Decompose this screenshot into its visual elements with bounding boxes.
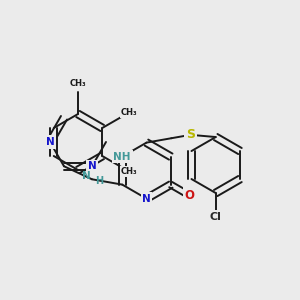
Text: N: N: [88, 161, 96, 171]
Text: CH₃: CH₃: [121, 108, 137, 117]
Text: N: N: [82, 171, 91, 181]
Text: S: S: [186, 128, 195, 141]
Text: Cl: Cl: [210, 212, 222, 222]
Text: CH₃: CH₃: [70, 80, 86, 88]
Text: CH₃: CH₃: [121, 167, 137, 176]
Text: N: N: [142, 194, 151, 204]
Text: NH: NH: [113, 152, 131, 162]
Text: N: N: [46, 137, 54, 147]
Text: O: O: [185, 189, 195, 202]
Text: H: H: [95, 176, 103, 186]
